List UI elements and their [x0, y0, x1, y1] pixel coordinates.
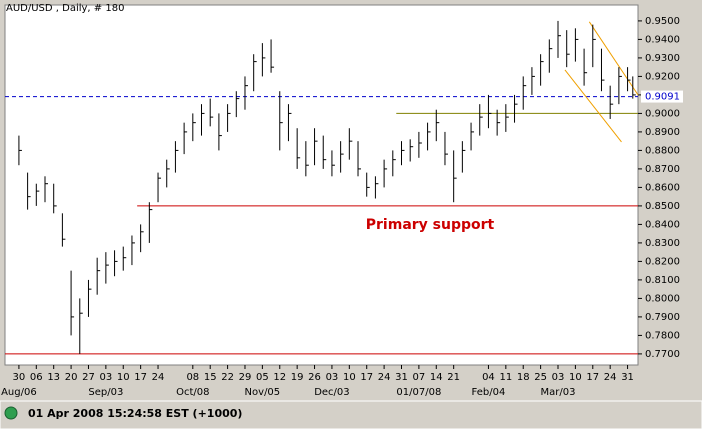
x-tick-label: 25 [534, 372, 547, 383]
x-tick-label: 13 [47, 372, 60, 383]
status-bar [0, 400, 702, 429]
y-tick-label: 0.8500 [645, 201, 680, 212]
x-tick-label: 15 [204, 372, 217, 383]
month-label: Dec/03 [314, 387, 349, 398]
trend-line [588, 21, 639, 96]
y-tick-label: 0.8200 [645, 256, 680, 267]
x-tick-label: 14 [430, 372, 443, 383]
x-tick-label: 26 [308, 372, 321, 383]
x-tick-label: 07 [413, 372, 426, 383]
month-label: Aug/06 [1, 387, 37, 398]
x-tick-label: 24 [378, 372, 391, 383]
x-tick-label: 22 [221, 372, 234, 383]
y-tick-label: 0.8600 [645, 182, 680, 193]
y-tick-label: 0.8700 [645, 164, 680, 175]
x-tick-label: 29 [239, 372, 252, 383]
month-label: Oct/08 [176, 387, 209, 398]
x-tick-label: 18 [517, 372, 530, 383]
y-tick-label: 0.8900 [645, 127, 680, 138]
x-tick-label: 24 [604, 372, 617, 383]
month-label: Feb/04 [472, 387, 506, 398]
price-label: 0.9091 [645, 92, 680, 103]
x-tick-label: 20 [65, 372, 78, 383]
y-tick-label: 0.7700 [645, 349, 680, 360]
month-label: Nov/05 [245, 387, 281, 398]
x-tick-label: 27 [82, 372, 95, 383]
x-tick-label: 30 [13, 372, 26, 383]
annotation: Primary support [366, 217, 495, 233]
y-tick-label: 0.9000 [645, 108, 680, 119]
x-tick-label: 17 [586, 372, 599, 383]
y-tick-label: 0.8400 [645, 219, 680, 230]
month-label: Mar/03 [541, 387, 576, 398]
x-tick-label: 10 [117, 372, 130, 383]
x-tick-label: 03 [552, 372, 565, 383]
x-tick-label: 11 [499, 372, 512, 383]
y-tick-label: 0.9500 [645, 16, 680, 27]
x-tick-label: 03 [99, 372, 112, 383]
y-tick-label: 0.9200 [645, 71, 680, 82]
y-tick-label: 0.8800 [645, 145, 680, 156]
y-tick-label: 0.8000 [645, 293, 680, 304]
y-tick-label: 0.7800 [645, 330, 680, 341]
x-tick-label: 04 [482, 372, 495, 383]
x-tick-label: 06 [30, 372, 43, 383]
x-tick-label: 12 [273, 372, 286, 383]
status-icon [4, 406, 18, 420]
y-tick-label: 0.9400 [645, 34, 680, 45]
x-tick-label: 03 [326, 372, 339, 383]
x-tick-label: 21 [447, 372, 460, 383]
month-label: 01/07/08 [396, 387, 441, 398]
x-tick-label: 19 [291, 372, 304, 383]
x-tick-label: 08 [186, 372, 199, 383]
x-tick-label: 24 [152, 372, 165, 383]
chart-title: AUD/USD , Daily, # 180 [6, 3, 124, 14]
x-tick-label: 17 [360, 372, 373, 383]
y-tick-label: 0.8300 [645, 238, 680, 249]
month-label: Sep/03 [88, 387, 123, 398]
price-label-box [641, 90, 683, 103]
plot-area [4, 4, 639, 366]
x-tick-label: 05 [256, 372, 269, 383]
y-tick-label: 0.8100 [645, 275, 680, 286]
trend-line [564, 69, 622, 143]
x-tick-label: 31 [395, 372, 408, 383]
y-tick-label: 0.7900 [645, 312, 680, 323]
x-tick-label: 10 [569, 372, 582, 383]
x-tick-label: 17 [134, 372, 147, 383]
x-tick-label: 31 [621, 372, 634, 383]
y-tick-label: 0.9300 [645, 53, 680, 64]
x-tick-label: 10 [343, 372, 356, 383]
status-text: 01 Apr 2008 15:24:58 EST (+1000) [28, 407, 242, 420]
